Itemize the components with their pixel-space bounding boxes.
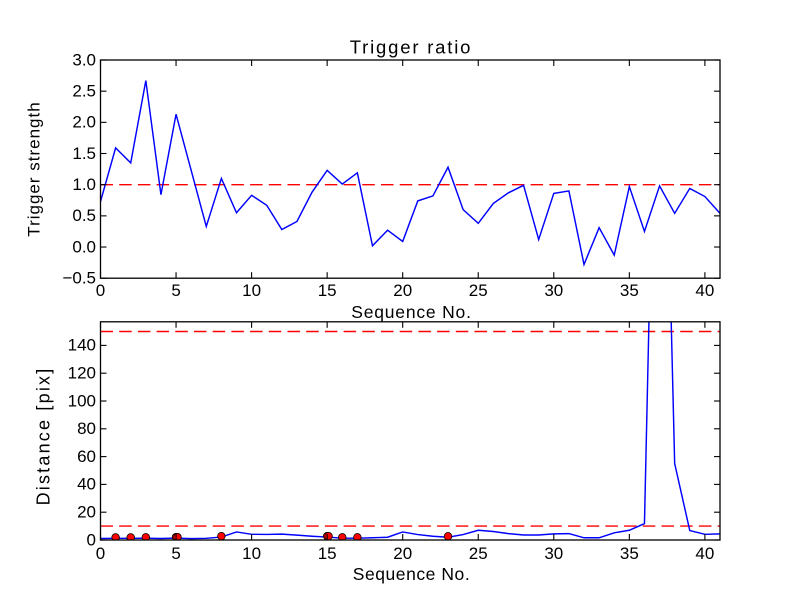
svg-text:35: 35 bbox=[620, 544, 639, 563]
svg-text:0.0: 0.0 bbox=[72, 237, 96, 256]
svg-text:25: 25 bbox=[469, 281, 488, 300]
svg-text:0: 0 bbox=[87, 530, 96, 549]
svg-text:10: 10 bbox=[242, 544, 261, 563]
svg-text:120: 120 bbox=[68, 364, 96, 383]
svg-text:2.0: 2.0 bbox=[72, 113, 96, 132]
svg-text:Sequence No.: Sequence No. bbox=[353, 564, 471, 584]
svg-text:Trigger ratio: Trigger ratio bbox=[350, 37, 472, 58]
svg-text:Trigger strength: Trigger strength bbox=[25, 101, 44, 236]
svg-text:140: 140 bbox=[68, 336, 96, 355]
svg-text:5: 5 bbox=[171, 281, 180, 300]
svg-text:−0.5: −0.5 bbox=[62, 269, 96, 288]
svg-text:20: 20 bbox=[77, 503, 96, 522]
svg-text:20: 20 bbox=[393, 544, 412, 563]
svg-text:15: 15 bbox=[318, 281, 337, 300]
svg-text:100: 100 bbox=[68, 391, 96, 410]
svg-text:25: 25 bbox=[469, 544, 488, 563]
svg-text:0.5: 0.5 bbox=[72, 206, 96, 225]
svg-text:0: 0 bbox=[96, 544, 105, 563]
svg-text:Distance [pix]: Distance [pix] bbox=[34, 367, 54, 506]
svg-text:80: 80 bbox=[77, 419, 96, 438]
svg-text:60: 60 bbox=[77, 447, 96, 466]
svg-text:35: 35 bbox=[620, 281, 639, 300]
svg-text:15: 15 bbox=[318, 544, 337, 563]
svg-text:40: 40 bbox=[77, 475, 96, 494]
svg-text:10: 10 bbox=[242, 281, 261, 300]
svg-text:5: 5 bbox=[171, 544, 180, 563]
svg-text:30: 30 bbox=[544, 281, 563, 300]
svg-text:2.5: 2.5 bbox=[72, 81, 96, 100]
svg-text:40: 40 bbox=[695, 544, 714, 563]
svg-text:Sequence No.: Sequence No. bbox=[351, 302, 472, 322]
svg-text:1.0: 1.0 bbox=[72, 175, 96, 194]
svg-text:30: 30 bbox=[544, 544, 563, 563]
svg-text:40: 40 bbox=[695, 281, 714, 300]
svg-text:3.0: 3.0 bbox=[72, 50, 96, 69]
svg-text:20: 20 bbox=[393, 281, 412, 300]
svg-text:0: 0 bbox=[96, 281, 105, 300]
svg-text:1.5: 1.5 bbox=[72, 144, 96, 163]
